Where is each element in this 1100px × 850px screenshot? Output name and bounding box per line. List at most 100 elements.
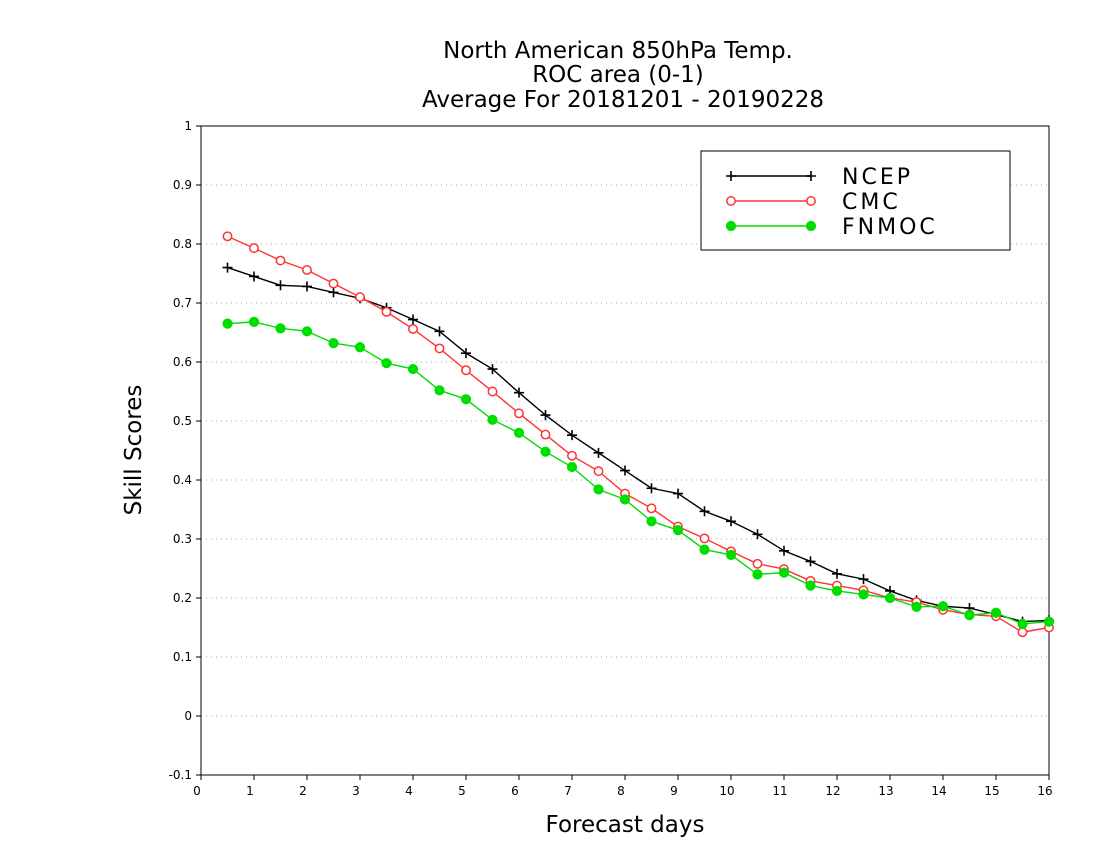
fnmoc-point bbox=[778, 567, 790, 578]
ncep-point bbox=[408, 314, 418, 325]
cmc-point bbox=[593, 466, 604, 477]
fnmoc-point bbox=[1017, 618, 1028, 630]
series-line-fnmoc bbox=[227, 321, 1050, 625]
fnmoc-point bbox=[328, 338, 339, 349]
legend-item-fnmoc: FNMOC bbox=[725, 215, 938, 240]
chart-title-line-2: ROC area (0-1) bbox=[532, 62, 704, 88]
legend-marker-fnmoc bbox=[725, 220, 737, 232]
y-tick-label: 0 bbox=[184, 709, 192, 723]
series-ncep bbox=[222, 262, 1054, 627]
chart-title: North American 850hPa Temp. ROC area (0-… bbox=[422, 38, 824, 113]
ncep-point bbox=[752, 529, 763, 540]
fnmoc-point bbox=[646, 516, 657, 527]
x-tick-label: 5 bbox=[458, 784, 466, 798]
fnmoc-point bbox=[593, 484, 604, 495]
ncep-point bbox=[275, 280, 286, 291]
cmc-point bbox=[434, 343, 445, 354]
cmc-point bbox=[222, 231, 233, 242]
y-tick-label: -0.1 bbox=[169, 768, 192, 782]
ncep-point bbox=[832, 568, 842, 579]
x-tick-label: 2 bbox=[299, 784, 307, 798]
y-axis-title: Skill Scores bbox=[121, 385, 147, 516]
ncep-point bbox=[222, 262, 233, 273]
cmc-point bbox=[408, 324, 418, 334]
fnmoc-point bbox=[354, 342, 366, 353]
y-tick-label: 0.8 bbox=[173, 237, 192, 251]
cmc-point bbox=[381, 306, 392, 317]
fnmoc-point bbox=[699, 544, 710, 555]
cmc-point bbox=[275, 255, 286, 266]
fnmoc-point bbox=[381, 358, 392, 369]
fnmoc-point bbox=[937, 601, 949, 612]
ncep-point bbox=[673, 488, 683, 499]
x-tick-label: 8 bbox=[617, 784, 625, 798]
ncep-point bbox=[461, 348, 471, 359]
fnmoc-point bbox=[540, 446, 551, 457]
series-layer bbox=[222, 231, 1055, 638]
x-tick-label: 4 bbox=[405, 784, 413, 798]
ncep-point bbox=[858, 574, 869, 585]
fnmoc-point bbox=[911, 601, 922, 612]
fnmoc-point bbox=[434, 385, 445, 396]
y-tick-label: 0.6 bbox=[173, 355, 192, 369]
ncep-point bbox=[487, 364, 498, 375]
fnmoc-point bbox=[672, 525, 684, 536]
series-fnmoc bbox=[222, 316, 1055, 630]
x-tick-label: 11 bbox=[772, 784, 787, 798]
series-line-ncep bbox=[227, 266, 1050, 623]
legend-item-cmc: CMC bbox=[726, 190, 898, 215]
legend-label-ncep: NCEP bbox=[842, 165, 913, 190]
legend-item-ncep: NCEP bbox=[726, 165, 913, 190]
ncep-point bbox=[328, 287, 339, 298]
y-tick-label: 0.1 bbox=[173, 650, 192, 664]
fnmoc-point bbox=[1043, 616, 1055, 627]
fnmoc-point bbox=[619, 494, 631, 505]
fnmoc-point bbox=[990, 607, 1002, 618]
cmc-point bbox=[461, 365, 471, 376]
legend-marker-cmc bbox=[726, 196, 736, 206]
fnmoc-point bbox=[513, 427, 525, 438]
fnmoc-point bbox=[858, 589, 869, 600]
x-tick-label: 10 bbox=[719, 784, 734, 798]
x-tick-label: 9 bbox=[670, 784, 678, 798]
gridlines bbox=[201, 184, 1049, 717]
fnmoc-point bbox=[831, 585, 843, 597]
legend-label-fnmoc: FNMOC bbox=[842, 215, 938, 240]
y-tick-label: 0.5 bbox=[173, 414, 192, 428]
x-tick-label: 7 bbox=[564, 784, 572, 798]
fnmoc-point bbox=[301, 326, 313, 337]
ncep-point bbox=[805, 556, 816, 567]
y-tick-label: 0.7 bbox=[173, 296, 192, 310]
series-cmc bbox=[222, 231, 1054, 638]
x-tick-label: 16 bbox=[1037, 784, 1052, 798]
legend-marker-ncep bbox=[726, 171, 736, 181]
cmc-point bbox=[752, 558, 763, 569]
x-tick-label: 3 bbox=[352, 784, 360, 798]
fnmoc-point bbox=[248, 316, 260, 327]
ncep-point bbox=[540, 410, 551, 421]
cmc-point bbox=[514, 408, 524, 419]
x-axis-title: Forecast days bbox=[546, 812, 705, 838]
chart-title-line-1: North American 850hPa Temp. bbox=[443, 38, 793, 64]
fnmoc-point bbox=[222, 318, 233, 329]
fnmoc-point bbox=[964, 610, 975, 621]
y-tick-label: 1 bbox=[184, 119, 192, 133]
ncep-point bbox=[620, 465, 630, 476]
x-tick-label: 14 bbox=[931, 784, 946, 798]
x-axis: 0 1 2 3 4 5 6 7 8 9 10 11 12 13 14 15 16 bbox=[193, 775, 1053, 798]
fnmoc-point bbox=[460, 394, 472, 405]
legend-marker-ncep bbox=[806, 171, 816, 181]
y-tick-label: 0.9 bbox=[173, 178, 192, 192]
cmc-point bbox=[540, 429, 551, 440]
chart-title-line-3: Average For 20181201 - 20190228 bbox=[422, 87, 824, 113]
x-tick-label: 1 bbox=[246, 784, 254, 798]
fnmoc-point bbox=[407, 363, 419, 375]
cmc-point bbox=[249, 243, 259, 254]
ncep-point bbox=[699, 506, 710, 517]
x-tick-label: 6 bbox=[511, 784, 519, 798]
cmc-point bbox=[567, 450, 577, 461]
ncep-point bbox=[646, 483, 657, 494]
fnmoc-point bbox=[487, 414, 498, 425]
